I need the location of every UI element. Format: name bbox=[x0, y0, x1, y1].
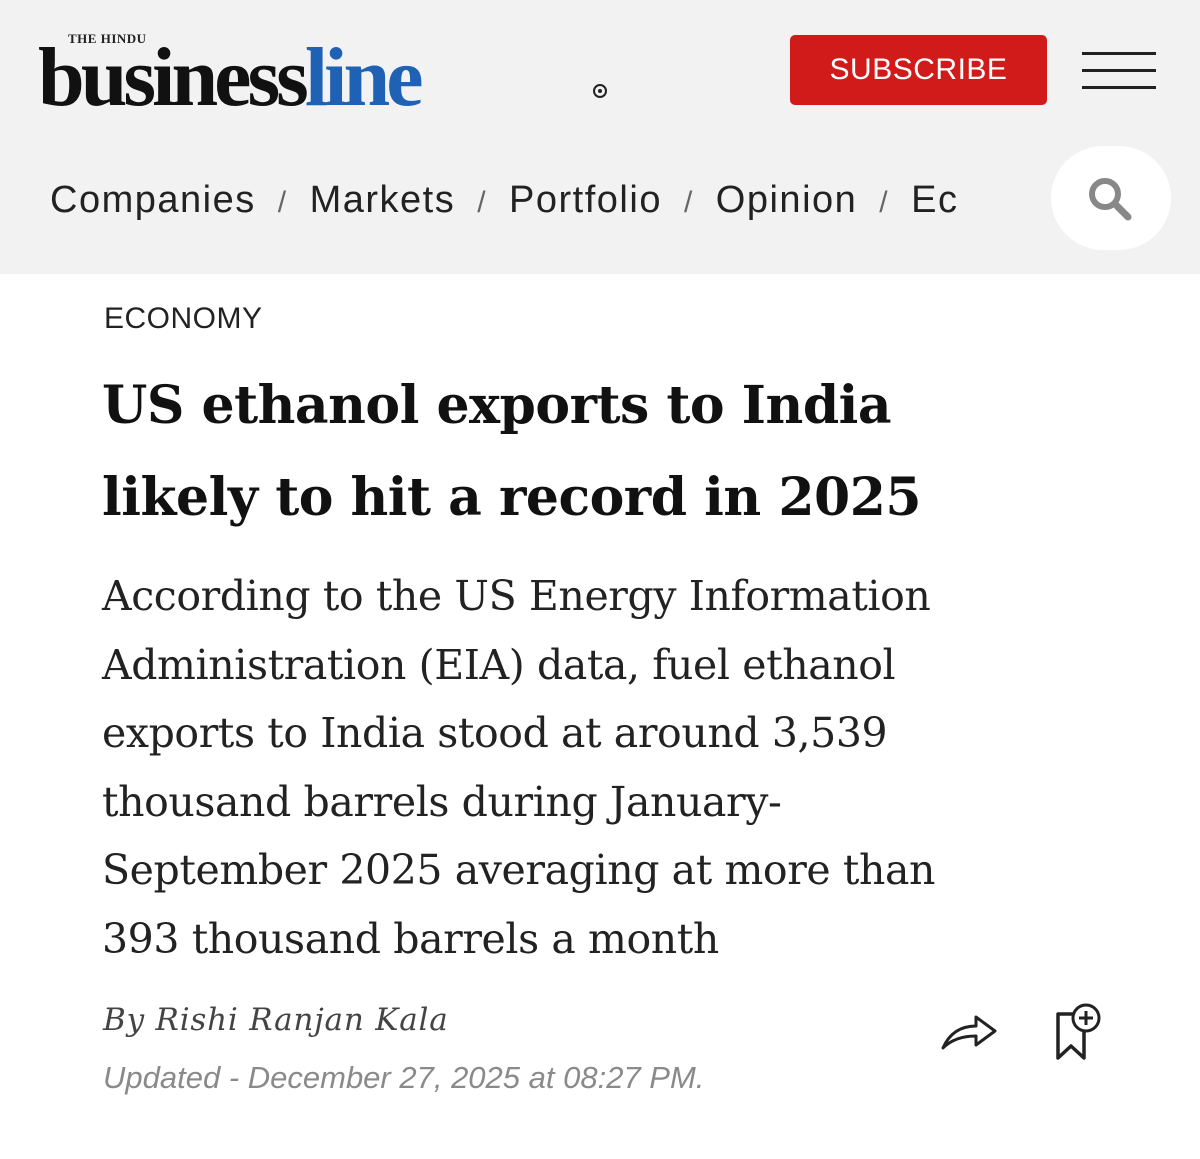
search-button[interactable] bbox=[1051, 146, 1171, 250]
logo-wordmark: businessline bbox=[38, 36, 424, 120]
standfirst-line: exports to India stood at around 3,539 bbox=[102, 709, 888, 757]
search-icon bbox=[1089, 178, 1132, 221]
standfirst-line: 393 thousand barrels a month bbox=[102, 914, 719, 963]
logo-business-text: business bbox=[38, 31, 309, 124]
standfirst-line: According to the US Energy Information bbox=[102, 572, 931, 620]
nav-item-economy[interactable]: Ec bbox=[911, 179, 959, 221]
bookmark-add-icon bbox=[1056, 1003, 1101, 1060]
author-byline[interactable]: By Rishi Ranjan Kala bbox=[103, 1002, 449, 1038]
masthead: THE HINDU businessline SUBSCRIBE Compani… bbox=[0, 0, 1200, 274]
logo-dot-icon bbox=[593, 84, 607, 98]
headline-line: US ethanol exports to India bbox=[102, 375, 892, 436]
nav-item-markets[interactable]: Markets bbox=[309, 179, 456, 221]
updated-timestamp: Updated - December 27, 2025 at 08:27 PM. bbox=[103, 1060, 705, 1095]
share-button[interactable] bbox=[940, 1012, 998, 1054]
nav-separator: / bbox=[683, 186, 694, 219]
hamburger-menu-icon[interactable] bbox=[1082, 50, 1156, 92]
standfirst-line: September 2025 averaging at more than bbox=[102, 846, 936, 894]
nav-item-companies[interactable]: Companies bbox=[50, 179, 256, 221]
nav-separator: / bbox=[879, 186, 890, 219]
businessline-logo[interactable]: THE HINDU businessline bbox=[38, 26, 618, 120]
section-nav: Companies / Markets / Portfolio / Opinion / Ec bbox=[50, 172, 1050, 228]
logo-line-text: line bbox=[304, 31, 424, 124]
standfirst-line: Administration (EIA) data, fuel ethanol bbox=[102, 640, 896, 689]
bookmark-button[interactable] bbox=[1050, 1000, 1104, 1064]
article-standfirst: According to the US Energy Information A… bbox=[102, 562, 1122, 973]
nav-separator: / bbox=[277, 186, 288, 219]
nav-fade bbox=[990, 172, 1060, 228]
standfirst-line: thousand barrels during January- bbox=[102, 777, 782, 826]
logo-the-hindu-text: THE HINDU bbox=[68, 31, 147, 46]
section-label[interactable]: ECONOMY bbox=[104, 302, 263, 335]
subscribe-button[interactable]: SUBSCRIBE bbox=[790, 35, 1047, 105]
nav-separator: / bbox=[477, 186, 488, 219]
article-headline: US ethanol exports to India likely to hi… bbox=[102, 360, 1102, 544]
share-icon bbox=[941, 1015, 997, 1050]
nav-item-portfolio[interactable]: Portfolio bbox=[509, 179, 662, 221]
headline-line: likely to hit a record in 2025 bbox=[102, 467, 922, 528]
nav-item-opinion[interactable]: Opinion bbox=[715, 179, 858, 221]
